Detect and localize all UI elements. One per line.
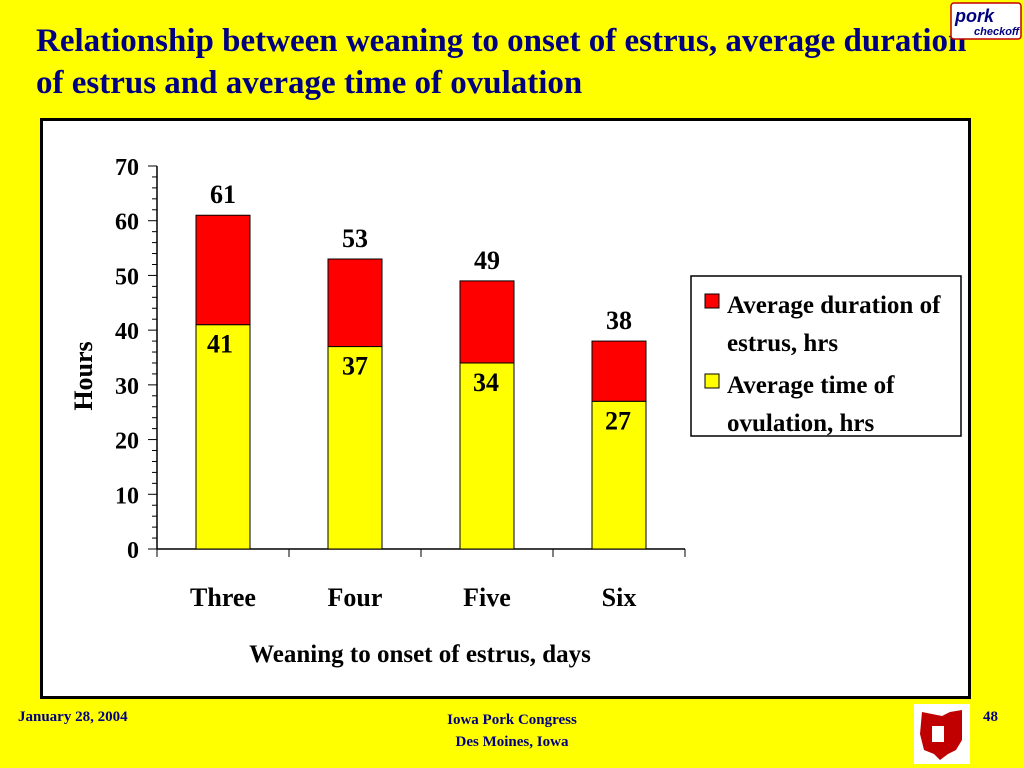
legend-label-line2: estrus, hrs	[727, 330, 838, 357]
total-value-label: 61	[210, 180, 236, 209]
y-tick-label: 70	[115, 155, 139, 181]
logo-text-bottom: checkoff	[974, 26, 1020, 38]
footer-event-location: Des Moines, Iowa	[455, 734, 569, 750]
total-value-label: 53	[342, 224, 368, 253]
chart-data-labels: 61 41 53 37 49 34 38 27	[207, 180, 632, 435]
bar-estrus-duration	[591, 340, 647, 402]
pork-checkoff-logo: pork checkoff	[950, 2, 1022, 40]
y-tick-label: 40	[115, 319, 139, 345]
bar-ovulation	[591, 400, 647, 550]
y-axis-label: Hours	[69, 341, 98, 410]
x-tick-label: Five	[463, 583, 511, 612]
slide-title: Relationship between weaning to onset of…	[36, 23, 967, 101]
legend-swatch	[704, 293, 720, 309]
ovulation-value-label: 34	[473, 368, 499, 397]
total-value-label: 49	[474, 246, 500, 275]
bar-estrus-duration	[195, 214, 251, 326]
y-tick-label: 60	[115, 210, 139, 236]
legend-label-line1: Average time of	[727, 372, 895, 399]
footer-date: January 28, 2004	[18, 709, 128, 725]
y-tick-label: 50	[115, 264, 139, 290]
y-tick-label: 10	[115, 483, 139, 509]
legend-box	[690, 275, 962, 437]
y-tick-label: 30	[115, 374, 139, 400]
page-number: 48	[983, 709, 998, 725]
ovulation-value-label: 27	[605, 406, 631, 435]
x-axis-label: Weaning to onset of estrus, days	[249, 641, 591, 668]
chart-legend: Average duration of estrus, hrs Average ti…	[690, 275, 962, 437]
footer-event-name: Iowa Pork Congress	[447, 712, 577, 728]
logo-text-top: pork	[954, 6, 995, 26]
ohio-map-logo	[914, 704, 970, 764]
ovulation-value-label: 37	[342, 352, 368, 381]
y-tick-label: 0	[127, 538, 139, 564]
bar-ovulation	[195, 324, 251, 550]
footer-event: Iowa Pork Congress Des Moines, Iowa	[362, 709, 662, 753]
x-tick-label: Four	[328, 583, 383, 612]
ovulation-value-label: 41	[207, 330, 233, 359]
bar-estrus-duration	[327, 258, 383, 348]
chart-bars	[195, 214, 647, 550]
x-tick-label: Three	[190, 583, 256, 612]
legend-swatch	[704, 373, 720, 389]
total-value-label: 38	[606, 306, 632, 335]
bar-ovulation	[459, 362, 515, 550]
y-tick-label: 20	[115, 429, 139, 455]
legend-label-line1: Average duration of	[727, 292, 941, 319]
bar-estrus-duration	[459, 280, 515, 364]
legend-label-line2: ovulation, hrs	[727, 410, 875, 437]
x-tick-label: Six	[602, 583, 637, 612]
bar-ovulation	[327, 346, 383, 550]
stacked-bar-chart: 0 10 20 30 40 50 60 70 Three Four Five Six 61 41 53 37…	[69, 155, 962, 668]
